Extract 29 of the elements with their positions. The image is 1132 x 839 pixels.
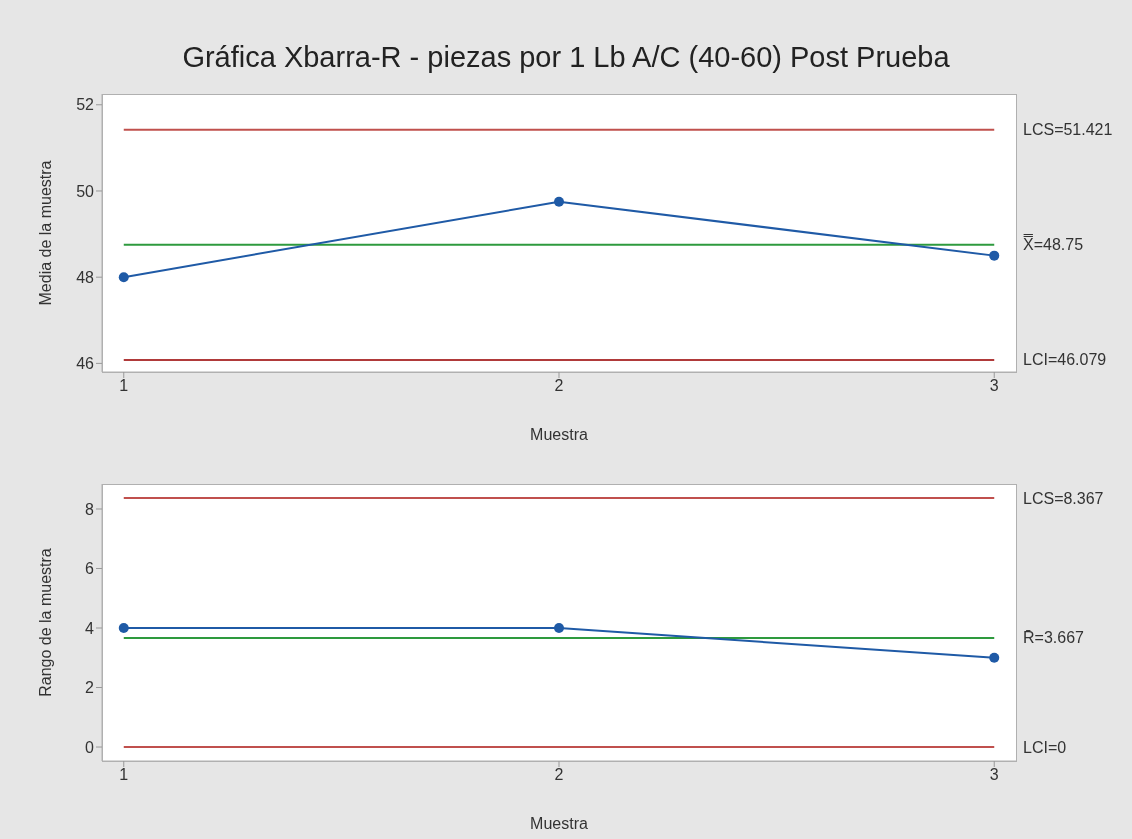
y-tick-label: 46	[76, 355, 95, 373]
x-axis-title: Muestra	[530, 815, 588, 832]
ref-line-label: LCI=0	[1023, 738, 1067, 756]
y-tick-label: 0	[85, 738, 95, 756]
y-tick-label: 4	[85, 619, 95, 637]
y-tick-label: 6	[85, 560, 95, 578]
x-axis-title: Muestra	[530, 426, 588, 443]
x-tick-label: 1	[119, 377, 129, 395]
ref-line-label: LCS=51.421	[1023, 121, 1113, 139]
y-axis-title: Media de la muestra	[36, 160, 54, 306]
x-tick-label: 1	[119, 766, 129, 784]
x-tick-label: 2	[554, 377, 564, 395]
y-axis-title: Rango de la muestra	[36, 548, 54, 697]
ref-line-label: LCI=46.079	[1023, 351, 1107, 369]
x-tick-label: 2	[554, 766, 564, 784]
chart-title: Gráfica Xbarra-R - piezas por 1 Lb A/C (40-60) Post Prueba	[181, 40, 951, 75]
x-tick-label: 3	[989, 377, 999, 395]
ref-line-label: R̄=3.667	[1023, 629, 1085, 647]
ref-line-label: X̿=48.75	[1023, 234, 1084, 254]
y-tick-label: 50	[76, 182, 95, 200]
point	[118, 272, 129, 283]
point	[989, 250, 1000, 261]
x-tick-label: 3	[989, 766, 999, 784]
y-tick-label: 8	[85, 500, 95, 518]
point	[554, 196, 564, 207]
ref-line-label: LCS=8.367	[1023, 489, 1104, 507]
y-tick-label: 48	[76, 268, 95, 286]
y-tick-label: 2	[85, 679, 95, 697]
y-tick-label: 52	[76, 96, 95, 114]
